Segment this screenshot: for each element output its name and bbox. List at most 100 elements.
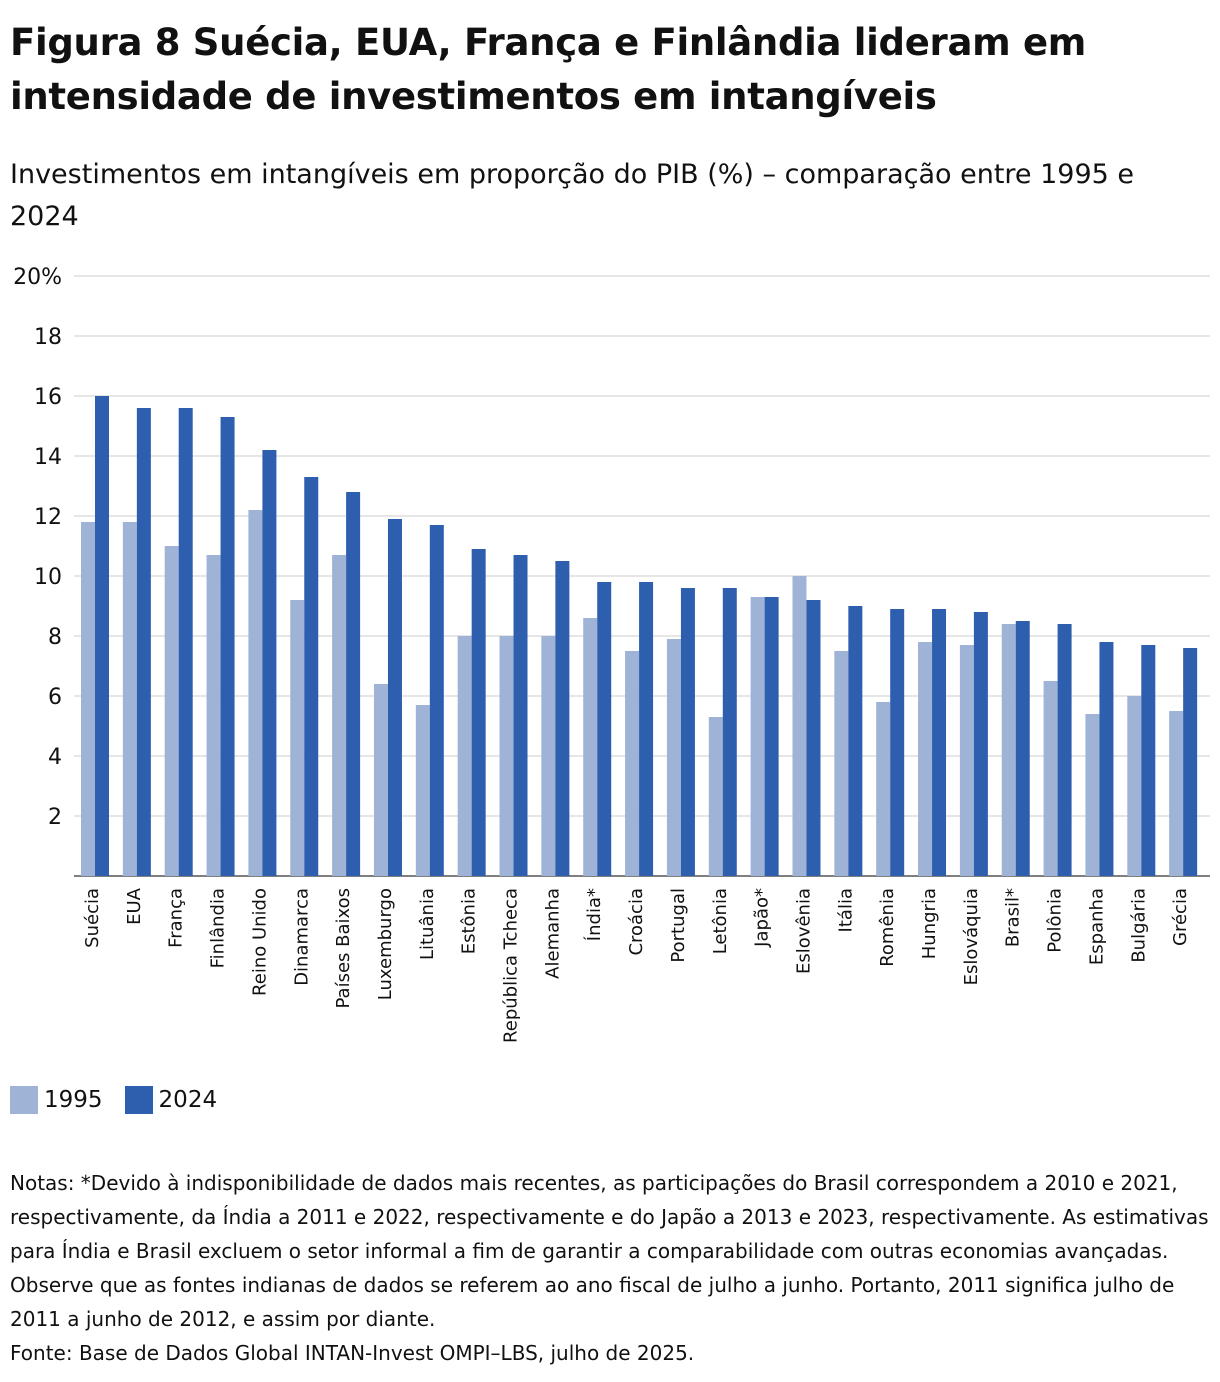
x-tick-label: Eslovênia: [793, 888, 814, 974]
bar-2024: [1183, 648, 1198, 876]
x-tick-label: Dinamarca: [291, 888, 312, 986]
x-tick-label: França: [166, 888, 187, 948]
bar-2024: [806, 600, 821, 876]
bar-2024: [639, 582, 654, 876]
x-tick-label: Japão*: [752, 888, 773, 948]
bar-1995: [834, 651, 849, 876]
source-text: Fonte: Base de Dados Global INTAN-Invest…: [10, 1341, 695, 1365]
x-tick-label: Eslováquia: [961, 888, 982, 985]
bar-2024: [973, 612, 988, 876]
bars: [81, 396, 1198, 876]
legend-label-1995: 1995: [44, 1087, 103, 1113]
x-tick-label: Polônia: [1045, 888, 1066, 953]
x-tick-label: Letônia: [710, 888, 731, 954]
bar-1995: [876, 702, 891, 876]
chart-title: Figura 8 Suécia, EUA, França e Finlândia…: [10, 21, 1087, 118]
x-tick-label: Itália: [835, 888, 856, 932]
bar-1995: [918, 642, 933, 876]
bar-2024: [346, 492, 361, 876]
bar-1995: [332, 555, 347, 876]
y-tick-label: 12: [34, 505, 62, 530]
y-axis-ticks: 20% 18 16 14 12 10 8 6 4 2: [13, 265, 62, 830]
legend-swatch-1995: [10, 1086, 38, 1114]
x-tick-label: Finlândia: [208, 888, 229, 968]
x-tick-label: Suécia: [82, 888, 103, 948]
x-tick-label: República Tcheca: [501, 888, 522, 1043]
bar-2024: [1015, 621, 1030, 876]
x-tick-label: Lituânia: [417, 888, 438, 960]
bar-1995: [415, 705, 430, 876]
x-tick-label: Portugal: [668, 888, 689, 963]
bar-2024: [471, 549, 486, 876]
bar-2024: [513, 555, 528, 876]
bar-2024: [680, 588, 695, 876]
bar-2024: [95, 396, 109, 876]
bar-2024: [262, 450, 277, 876]
bar-2024: [890, 609, 905, 876]
x-tick-label: Bulgária: [1128, 888, 1149, 963]
x-tick-label: Países Baixos: [333, 888, 354, 1009]
y-tick-label: 20%: [13, 265, 62, 290]
bar-1995: [1085, 714, 1100, 876]
chart-subtitle: Investimentos em intangíveis em proporçã…: [10, 159, 1135, 232]
y-tick-label: 14: [34, 445, 62, 470]
bar-2024: [764, 597, 779, 876]
legend: 1995 2024: [10, 1084, 239, 1116]
x-tick-label: Grécia: [1170, 888, 1191, 946]
y-tick-label: 10: [34, 565, 62, 590]
bar-2024: [555, 561, 570, 876]
bar-1995: [792, 576, 807, 876]
x-tick-label: Hungria: [919, 888, 940, 959]
bar-1995: [666, 639, 681, 876]
bar-2024: [429, 525, 444, 876]
bar-1995: [248, 510, 263, 876]
bar-1995: [541, 636, 556, 876]
x-tick-label: Reino Unido: [249, 888, 270, 996]
bar-2024: [848, 606, 863, 876]
x-tick-label: EUA: [124, 887, 145, 925]
bar-1995: [625, 651, 640, 876]
bar-2024: [1141, 645, 1156, 876]
legend-label-2024: 2024: [158, 1087, 218, 1113]
bar-1995: [81, 522, 95, 876]
bar-1995: [708, 717, 723, 876]
bar-2024: [1057, 624, 1072, 876]
bar-2024: [220, 417, 235, 876]
x-tick-label: Índia*: [583, 888, 605, 941]
bar-1995: [164, 546, 179, 876]
bar-2024: [597, 582, 612, 876]
x-axis-labels: Suécia EUA França Finlândia Reino Unido Dinam…: [82, 887, 1191, 1043]
bar-1995: [457, 636, 472, 876]
y-tick-label: 4: [48, 745, 62, 770]
x-tick-label: Brasil*: [1003, 888, 1024, 947]
bar-1995: [206, 555, 221, 876]
bar-2024: [722, 588, 737, 876]
x-tick-label: Croácia: [626, 888, 647, 956]
bar-2024: [1099, 642, 1114, 876]
bar-1995: [290, 600, 305, 876]
bar-2024: [932, 609, 947, 876]
bar-1995: [1127, 696, 1142, 876]
x-tick-label: Romênia: [877, 888, 898, 967]
legend-item-1995: 1995: [10, 1086, 103, 1114]
notes: Notas: *Devido à indisponibilidade de da…: [10, 1166, 1210, 1370]
bar-1995: [1169, 711, 1184, 876]
notes-text: Notas: *Devido à indisponibilidade de da…: [10, 1171, 1209, 1331]
legend-item-2024: 2024: [124, 1086, 218, 1114]
x-tick-label: Alemanha: [542, 888, 563, 979]
bar-1995: [583, 618, 598, 876]
bar-chart: 20% 18 16 14 12 10 8 6 4 2 Suécia EUA França Finlând…: [13, 265, 1210, 1043]
bar-1995: [959, 645, 974, 876]
y-tick-label: 8: [48, 625, 62, 650]
y-tick-label: 6: [48, 685, 62, 710]
bar-2024: [136, 408, 151, 876]
y-tick-label: 16: [34, 385, 62, 410]
x-tick-label: Espanha: [1086, 888, 1107, 965]
x-tick-label: Luxemburgo: [375, 888, 396, 1000]
legend-swatch-2024: [124, 1086, 153, 1114]
y-tick-label: 2: [48, 805, 62, 830]
bar-2024: [304, 477, 319, 876]
bar-1995: [1043, 681, 1058, 876]
bar-1995: [750, 597, 765, 876]
bar-1995: [122, 522, 137, 876]
